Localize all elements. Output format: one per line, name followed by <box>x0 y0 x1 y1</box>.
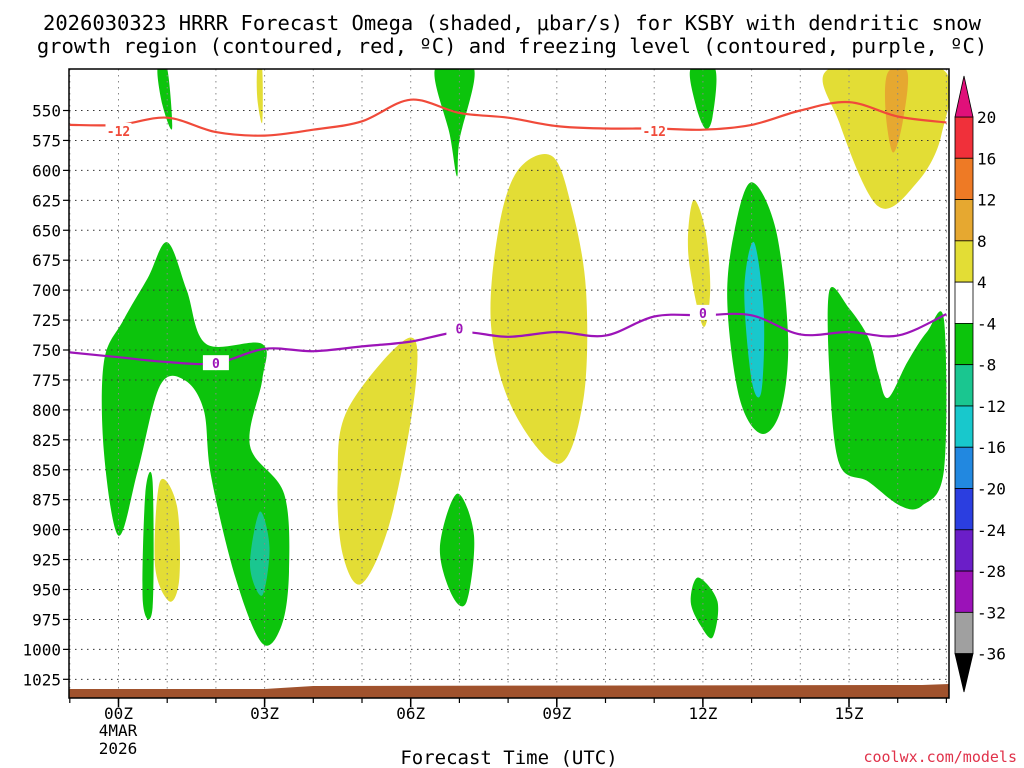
colorbar-band-m8_m4 <box>954 322 974 366</box>
colorbar-band-12_16 <box>954 157 974 200</box>
colorbar-label-10: -24 <box>977 521 1006 540</box>
dgz_minus12-line <box>69 98 947 137</box>
colorbar-label-3: 8 <box>977 232 987 251</box>
x-tick-label-2: 06Z <box>396 704 425 723</box>
y-tick-label-875: 875 <box>32 491 61 510</box>
y-tick-label-675: 675 <box>32 251 61 270</box>
y-tick-label-750: 750 <box>32 341 61 360</box>
colorbar-band-m12_m8 <box>954 364 974 407</box>
colorbar-band-16_20 <box>954 116 974 159</box>
colorbar-label-6: -8 <box>977 356 996 375</box>
x-tick-label-3: 09Z <box>542 704 571 723</box>
y-tick-label-700: 700 <box>32 281 61 300</box>
y-tick-label-850: 850 <box>32 461 61 480</box>
x-tick-label-5: 15Z <box>835 704 864 723</box>
colorbar-label-5: -4 <box>977 314 996 333</box>
y-tick-label-900: 900 <box>32 521 61 540</box>
omega-region-9 <box>154 478 181 602</box>
freezing_level_0c-label-1: 0 <box>455 322 463 337</box>
dgz_minus12-label-bg-0 <box>105 122 132 138</box>
y-tick-label-1025: 1025 <box>22 670 61 689</box>
y-axis-ticks: 550 575 600 625 650 675 700 725 750 775 800 825 850 8… <box>22 102 69 689</box>
colorbar-band-m28_m24 <box>954 529 974 572</box>
colorbar-label-9: -20 <box>977 480 1006 499</box>
colorbar-band-4_8 <box>954 240 974 283</box>
omega-region-3 <box>434 69 475 177</box>
omega-region-13 <box>687 199 711 327</box>
y-tick-label-550: 550 <box>32 102 61 121</box>
omega-region-11 <box>439 493 475 607</box>
freezing_level_0c-label-2: 0 <box>699 307 707 322</box>
plot-frame <box>68 68 950 699</box>
date-label-year: 2026 <box>99 739 138 758</box>
x-tick-label-4: 12Z <box>688 704 717 723</box>
y-tick-label-825: 825 <box>32 431 61 450</box>
colorbar-label-2: 12 <box>977 191 996 210</box>
colorbar-band-m16_m12 <box>954 405 974 448</box>
omega-shading <box>101 69 949 646</box>
x-axis-ticks: 00Z 03Z 06Z 09Z 12Z 15Z <box>69 698 948 723</box>
omega-region-8 <box>249 511 270 596</box>
date-label-day: 4MAR <box>99 721 138 740</box>
y-tick-label-975: 975 <box>32 610 61 629</box>
colorbar-band-m24_m20 <box>954 488 974 531</box>
colorbar-band-m20_m16 <box>954 446 974 489</box>
freezing_level_0c-label-bg-0 <box>202 355 229 371</box>
colorbar-band-m36_m32 <box>954 611 974 655</box>
y-tick-label-650: 650 <box>32 221 61 240</box>
title-line-2: growth region (contoured, red, ºC) and f… <box>37 34 987 58</box>
colorbar-label-11: -28 <box>977 562 1006 581</box>
dgz_minus12-label-0: -12 <box>107 125 130 140</box>
omega-region-6 <box>884 69 909 153</box>
y-tick-label-600: 600 <box>32 161 61 180</box>
colorbar-label-4: 4 <box>977 273 987 292</box>
x-axis-label: Forecast Time (UTC) <box>400 747 617 768</box>
freezing_level_0c-label-0: 0 <box>212 357 220 372</box>
credit-text: coolwx.com/models <box>863 748 1017 766</box>
omega-region-7 <box>101 242 290 646</box>
contour-lines: -12 -12 0 0 0 <box>69 98 947 372</box>
y-tick-label-925: 925 <box>32 551 61 570</box>
omega-region-1 <box>157 69 173 130</box>
omega-region-12 <box>490 153 588 464</box>
terrain-surface <box>69 684 949 698</box>
y-tick-label-800: 800 <box>32 401 61 420</box>
omega-region-4 <box>689 69 717 129</box>
y-tick-label-1000: 1000 <box>22 640 61 659</box>
dgz_minus12-label-1: -12 <box>642 125 665 140</box>
x-tick-label-0: 00Z <box>104 704 133 723</box>
freezing_level_0c-label-bg-1 <box>446 320 473 336</box>
y-tick-label-575: 575 <box>32 131 61 150</box>
omega-region-18 <box>142 471 154 620</box>
omega-region-10 <box>337 337 418 585</box>
y-tick-label-725: 725 <box>32 311 61 330</box>
colorbar-label-7: -12 <box>977 397 1006 416</box>
omega-region-17 <box>827 286 947 510</box>
colorbar-label-12: -32 <box>977 603 1006 622</box>
freezing_level_0c-label-bg-2 <box>689 304 716 320</box>
colorbar-label-0: 20 <box>977 108 996 127</box>
y-tick-label-775: 775 <box>32 371 61 390</box>
colorbar-band-8_12 <box>954 199 974 242</box>
omega-region-2 <box>256 69 263 124</box>
dgz_minus12-label-bg-1 <box>641 122 668 138</box>
x-tick-label-1: 03Z <box>250 704 279 723</box>
colorbar-label-8: -16 <box>977 438 1006 457</box>
colorbar-label-13: -36 <box>977 645 1006 664</box>
colorbar-band-m4_4 <box>954 281 974 324</box>
colorbar-band-m32_m28 <box>954 570 974 613</box>
y-tick-label-950: 950 <box>32 581 61 600</box>
terrain-band <box>69 684 949 698</box>
y-tick-label-625: 625 <box>32 191 61 210</box>
colorbar-arrow-bottom <box>954 653 974 693</box>
omega-region-16 <box>690 577 719 639</box>
colorbar-arrow-top <box>954 75 974 118</box>
colorbar-legend: 20 16 12 8 4 -4 -8 -12 -16 -20 -24 -28 -32 -36 <box>954 75 1006 693</box>
colorbar-label-1: 16 <box>977 149 996 168</box>
title-line-1: 2026030323 HRRR Forecast Omega (shaded, … <box>43 11 982 35</box>
